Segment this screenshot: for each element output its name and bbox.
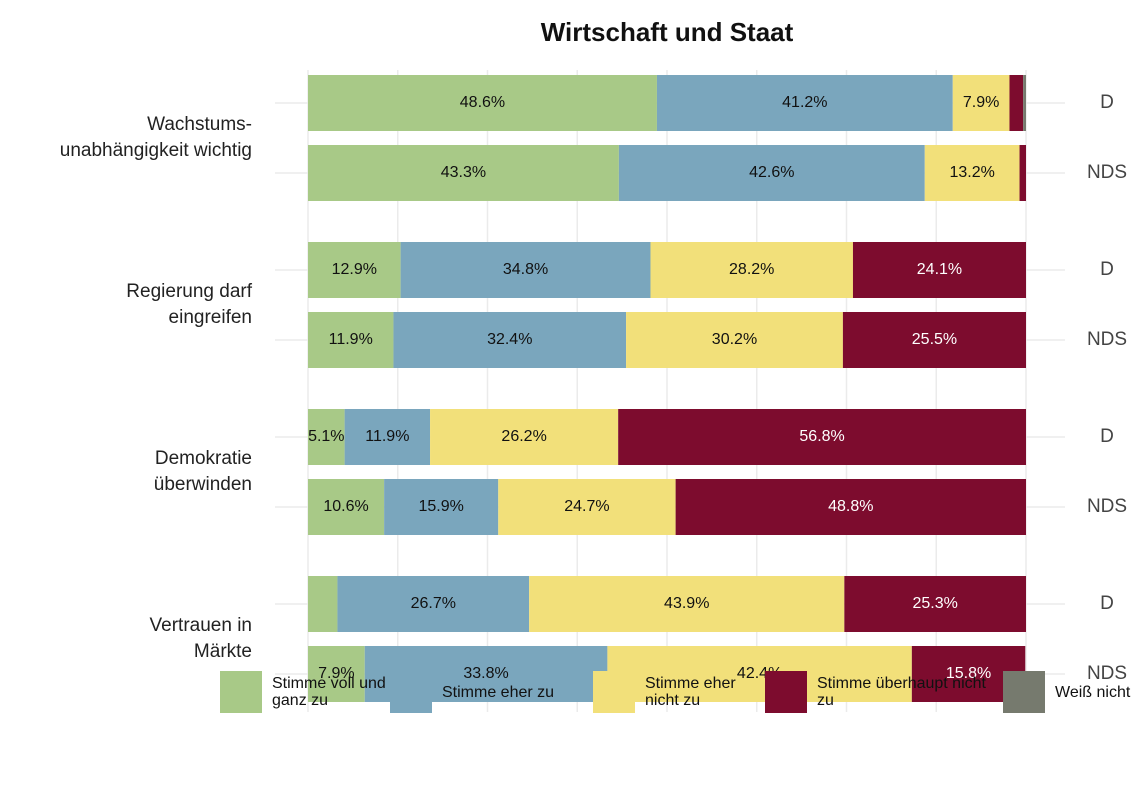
- group-label: Wachstums-: [147, 114, 252, 135]
- bar-segment: [400, 242, 651, 298]
- value-label: 56.8%: [799, 428, 844, 445]
- bar-segment: [852, 242, 1026, 298]
- legend-item: Weiß nicht: [1003, 671, 1141, 713]
- value-label: 43.9%: [664, 595, 709, 612]
- value-label: 48.8%: [828, 498, 873, 515]
- legend-swatch: [593, 671, 635, 713]
- value-label: 26.2%: [501, 428, 546, 445]
- category-label: NDS: [1087, 162, 1127, 183]
- bar-segment: [308, 576, 338, 632]
- value-label: 28.2%: [729, 261, 774, 278]
- bar-segment: [607, 646, 912, 702]
- value-label: 10.6%: [323, 498, 368, 515]
- bar-segment: [308, 242, 401, 298]
- bar-segment: [952, 75, 1010, 131]
- bar-segment: [308, 145, 619, 201]
- value-label: 12.9%: [332, 261, 377, 278]
- category-label: D: [1100, 593, 1114, 614]
- bar-segment: [626, 312, 843, 368]
- category-label: D: [1100, 426, 1114, 447]
- value-label: 43.3%: [441, 164, 486, 181]
- legend-swatch: [1003, 671, 1045, 713]
- group-label: Demokratie: [155, 448, 252, 469]
- value-label: 11.9%: [365, 428, 409, 445]
- chart-title: Wirtschaft und Staat: [541, 17, 794, 47]
- bar-segment: [308, 312, 394, 368]
- bar-segment: [656, 75, 953, 131]
- category-label: NDS: [1087, 663, 1127, 684]
- category-label: D: [1100, 259, 1114, 280]
- value-label: 15.9%: [419, 498, 464, 515]
- value-label: 32.4%: [487, 331, 532, 348]
- bar-segment: [618, 145, 925, 201]
- value-label: 13.2%: [949, 164, 994, 181]
- value-label: 24.1%: [917, 261, 962, 278]
- legend-label: Weiß nicht: [1055, 683, 1131, 701]
- bar-segment: [618, 409, 1026, 465]
- legend-label: Stimme überhaupt nicht zu: [817, 675, 986, 709]
- legend-swatch: [765, 671, 807, 713]
- legend-item: Stimme eher zu: [390, 671, 592, 713]
- bar-segment: [344, 409, 431, 465]
- value-label: 7.9%: [318, 665, 354, 682]
- group-label: Märkte: [194, 641, 252, 662]
- legend-label: Stimme eher nicht zu: [645, 675, 736, 709]
- value-label: 5.1%: [308, 428, 344, 445]
- group-label: Vertrauen in: [150, 615, 252, 636]
- bar-segment: [529, 576, 845, 632]
- bar-segment: [1019, 145, 1026, 201]
- bar-segment: [650, 242, 853, 298]
- value-label: 33.8%: [463, 665, 508, 682]
- legend-swatch: [390, 671, 432, 713]
- value-label: 34.8%: [503, 261, 548, 278]
- bar-segment: [308, 75, 657, 131]
- value-label: 15.8%: [946, 665, 991, 682]
- bar-segment: [924, 145, 1020, 201]
- legend-label: Stimme eher zu: [442, 683, 555, 701]
- bar-segment: [393, 312, 627, 368]
- bar-segment: [844, 576, 1026, 632]
- category-label: D: [1100, 92, 1114, 113]
- bar-segment: [384, 479, 499, 535]
- group-label: eingreifen: [169, 307, 252, 328]
- legend-item: Stimme voll und ganz zu: [220, 671, 392, 713]
- group-label: überwinden: [154, 474, 252, 495]
- value-label: 25.5%: [912, 331, 957, 348]
- legend-swatch: [220, 671, 262, 713]
- value-label: 48.6%: [460, 94, 505, 111]
- bar-segment: [1009, 75, 1024, 131]
- value-label: 42.6%: [749, 164, 794, 181]
- bar-segment: [498, 479, 676, 535]
- value-label: 41.2%: [782, 94, 827, 111]
- value-label: 26.7%: [411, 595, 456, 612]
- group-label: Regierung darf: [126, 281, 252, 302]
- group-label: unabhängigkeit wichtig: [60, 140, 252, 161]
- bar-segment: [337, 576, 530, 632]
- bar-segment: [430, 409, 619, 465]
- bar-segment: [308, 409, 345, 465]
- bar-segment: [675, 479, 1026, 535]
- category-label: NDS: [1087, 329, 1127, 350]
- bar-segment: [308, 479, 385, 535]
- bar-segment: [1023, 75, 1026, 131]
- legend-label: Stimme voll und ganz zu: [272, 675, 386, 709]
- value-label: 25.3%: [912, 595, 957, 612]
- bar-segment: [308, 646, 365, 702]
- value-label: 30.2%: [712, 331, 757, 348]
- value-label: 11.9%: [329, 331, 373, 348]
- legend-item: Stimme eher nicht zu: [593, 671, 765, 713]
- bar-segment: [842, 312, 1026, 368]
- value-label: 7.9%: [963, 94, 999, 111]
- legend-item: Stimme überhaupt nicht zu: [765, 671, 987, 713]
- category-label: NDS: [1087, 496, 1127, 517]
- value-label: 24.7%: [564, 498, 609, 515]
